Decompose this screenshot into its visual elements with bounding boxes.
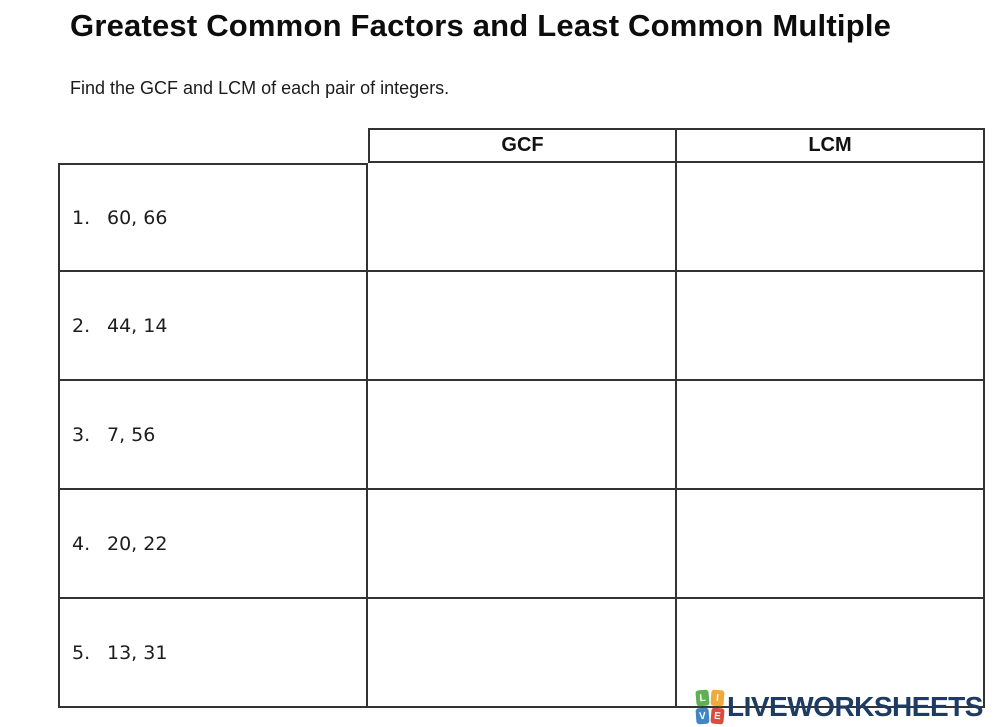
problem-pair: 7, 56 [107,423,156,446]
gcf-answer-cell[interactable] [368,272,677,381]
logo-tile-e: E [710,706,725,725]
problem-pair: 20, 22 [107,532,168,555]
logo-tile-i: I [710,689,725,706]
column-header-lcm: LCM [677,128,985,163]
problem-pair: 13, 31 [107,641,168,664]
gcf-lcm-table: GCF LCM 1. 60, 66 2. 44, 14 3. 7, 56 4. … [58,128,985,708]
lcm-answer-cell[interactable] [677,490,985,599]
gcf-answer-cell[interactable] [368,490,677,599]
gcf-answer-cell[interactable] [368,599,677,708]
problem-number: 4. [72,532,91,555]
problem-number: 2. [72,314,91,337]
problem-number: 5. [72,641,91,664]
gcf-answer-cell[interactable] [368,381,677,490]
table-row-problem: 1. 60, 66 [58,163,368,272]
problem-number: 3. [72,423,91,446]
page-title: Greatest Common Factors and Least Common… [70,8,892,43]
gcf-answer-cell[interactable] [368,163,677,272]
table-row-problem: 3. 7, 56 [58,381,368,490]
liveworksheets-logo[interactable]: L I V E LIVEWORKSHEETS [695,686,983,727]
header-spacer [58,128,368,163]
column-header-gcf: GCF [368,128,677,163]
liveworksheets-wordmark: LIVEWORKSHEETS [727,690,983,722]
lcm-answer-cell[interactable] [677,381,985,490]
logo-tile-l: L [695,688,710,707]
lcm-answer-cell[interactable] [677,163,985,272]
table-row-problem: 4. 20, 22 [58,490,368,599]
logo-tile-v: V [695,707,710,724]
table-row-problem: 5. 13, 31 [58,599,368,708]
problem-number: 1. [72,206,91,229]
problem-pair: 44, 14 [107,314,168,337]
liveworksheets-tiles-icon: L I V E [695,688,725,725]
problem-pair: 60, 66 [107,206,168,229]
lcm-answer-cell[interactable] [677,272,985,381]
table-row-problem: 2. 44, 14 [58,272,368,381]
instruction-text: Find the GCF and LCM of each pair of int… [70,78,450,98]
lcm-answer-cell[interactable] [677,599,985,708]
